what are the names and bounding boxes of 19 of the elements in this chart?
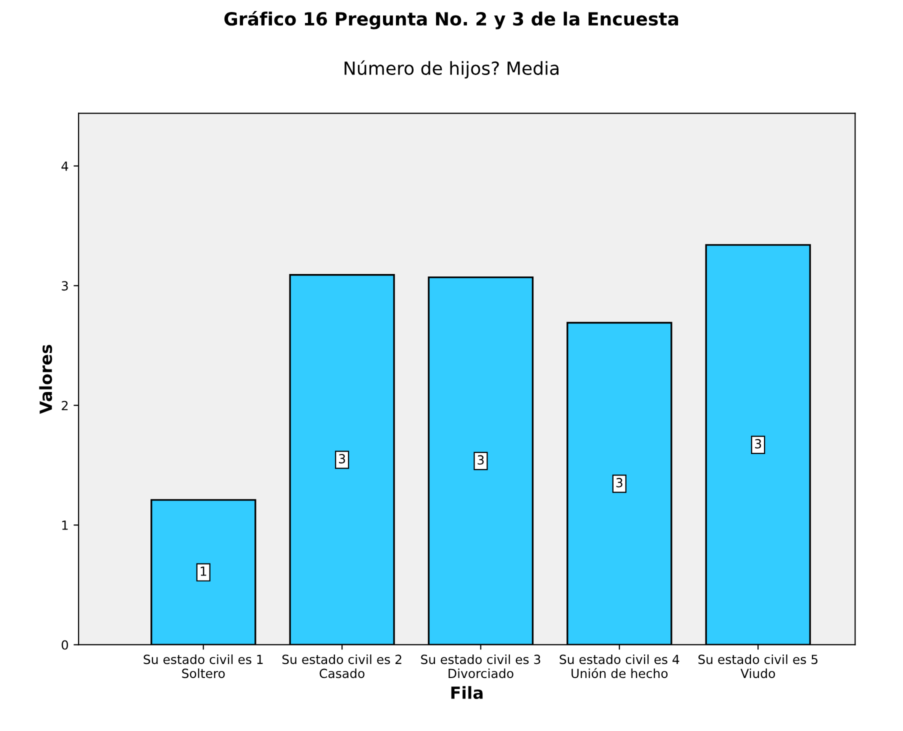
x-tick-label: Su estado civil es 5 Viudo	[698, 654, 818, 678]
y-tick-label: 4	[61, 162, 68, 171]
y-tick-label: 3	[62, 281, 68, 291]
y-tick-label: 2	[62, 400, 68, 410]
data-label: 3	[616, 478, 622, 488]
data-label: 3	[478, 455, 484, 465]
data-label: 3	[339, 454, 346, 464]
x-tick-label: Su estado civil es 3 Divorciado	[421, 654, 540, 678]
y-tick-label: 0	[62, 640, 68, 650]
x-tick-label: Su estado civil es 2 Casado	[282, 654, 402, 678]
data-label: 1	[200, 566, 206, 576]
x-axis-title: Fila	[451, 686, 483, 700]
y-axis-title: Valores	[39, 344, 52, 414]
x-tick-label: Su estado civil es 4 Unión de hecho	[560, 654, 680, 678]
y-tick-label: 1	[62, 520, 68, 530]
x-tick-label: Su estado civil es 1 Soltero	[144, 654, 263, 678]
data-label: 3	[755, 439, 762, 448]
chart-subtitle: Número de hijos? Media	[344, 60, 558, 79]
chart-title: Gráfico 16 Pregunta No. 2 y 3 de la Encuesta	[224, 10, 678, 30]
